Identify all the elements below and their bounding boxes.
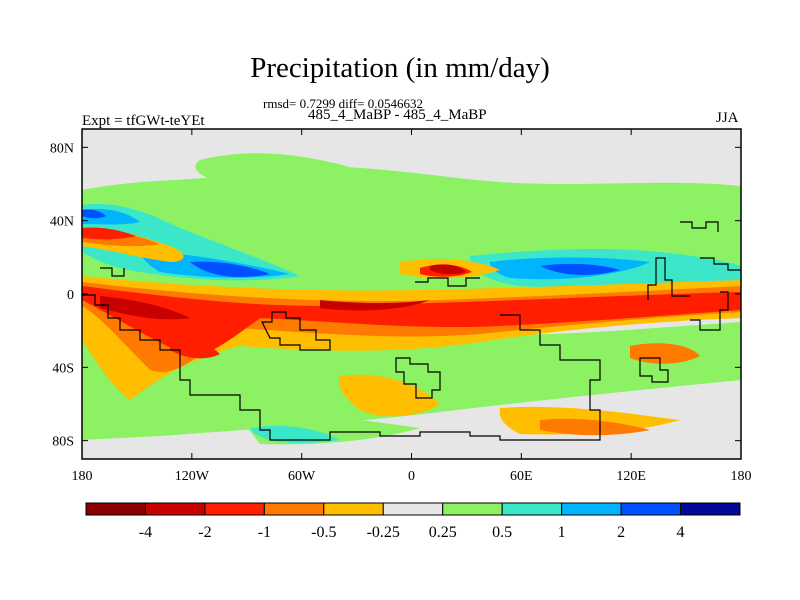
colorbar-label: 0.5 bbox=[492, 524, 512, 541]
y-tick-label: 40S bbox=[52, 361, 74, 376]
contour-fill-blue bbox=[540, 263, 620, 275]
contour-fill-orange bbox=[630, 343, 700, 364]
x-tick-label: 180 bbox=[731, 469, 752, 484]
y-tick-label: 0 bbox=[67, 288, 74, 303]
coastline bbox=[680, 221, 719, 232]
contour-fill-darkred bbox=[100, 296, 190, 320]
contour-fill-blue bbox=[82, 209, 106, 219]
contour-fill-red bbox=[170, 338, 220, 359]
continent-outlines bbox=[82, 221, 741, 441]
x-tick-label: 180 bbox=[72, 469, 93, 484]
longitude-labels: 180 120W 60W 0 60E 120E 180 bbox=[72, 469, 752, 484]
contour-fill-cyan bbox=[250, 425, 340, 444]
colorbar-label: 4 bbox=[677, 524, 685, 541]
colorbar-label: -4 bbox=[139, 524, 152, 541]
colorbar-swatch bbox=[680, 502, 741, 516]
colorbar-label: 0.25 bbox=[429, 524, 457, 541]
coastline bbox=[690, 291, 729, 331]
x-tick-label: 120W bbox=[175, 469, 210, 484]
y-tick-label: 80S bbox=[52, 435, 74, 450]
colorbar-label: 2 bbox=[617, 524, 625, 541]
map-panel bbox=[81, 128, 742, 460]
y-tick-label: 40N bbox=[50, 215, 74, 230]
colorbar-label: -0.5 bbox=[311, 524, 336, 541]
coastline bbox=[100, 267, 125, 277]
x-tick-label: 120E bbox=[616, 469, 646, 484]
contour-fill-red bbox=[82, 286, 741, 356]
colorbar: -4 -2 -1 -0.5 -0.25 0.25 0.5 1 2 4 bbox=[85, 502, 741, 541]
coastline bbox=[261, 311, 331, 351]
colorbar-label: 1 bbox=[558, 524, 566, 541]
stats-line: rmsd= 0.7299 diff= 0.0546632 bbox=[263, 96, 423, 111]
colorbar-swatch bbox=[323, 502, 384, 516]
coastline bbox=[647, 257, 690, 300]
coastline bbox=[700, 257, 741, 271]
coastline bbox=[639, 357, 669, 383]
coastline bbox=[395, 357, 441, 399]
colorbar-swatch bbox=[442, 502, 503, 516]
colorbar-swatch bbox=[85, 502, 146, 516]
experiment-label: Expt = tfGWt-teYEt bbox=[82, 113, 205, 129]
colorbar-swatch bbox=[263, 502, 325, 516]
y-tick-label: 80N bbox=[50, 141, 74, 156]
colorbar-swatch bbox=[620, 502, 682, 516]
colorbar-swatch bbox=[561, 502, 622, 516]
coastline bbox=[415, 277, 480, 287]
page-title: Precipitation (in mm/day) bbox=[250, 52, 550, 84]
colorbar-swatch bbox=[382, 502, 444, 516]
precip-anomaly-field bbox=[82, 153, 741, 445]
contour-fill-darkred bbox=[430, 264, 466, 275]
contour-fill-orange bbox=[540, 418, 650, 436]
colorbar-label: -2 bbox=[198, 524, 211, 541]
contour-fill-red bbox=[82, 227, 136, 240]
contour-fill-darkred bbox=[320, 300, 430, 311]
contour-fill-cyan bbox=[82, 203, 300, 281]
coastline bbox=[82, 294, 601, 441]
latitude-labels: 80N 40N 0 40S 80S bbox=[50, 141, 74, 449]
contour-fill-yellow bbox=[338, 374, 440, 417]
colorbar-swatch bbox=[144, 502, 206, 516]
colorbar-swatch bbox=[204, 502, 265, 516]
season-label: JJA bbox=[716, 110, 739, 126]
colorbar-swatch bbox=[501, 502, 563, 516]
comparison-label: 485_4_MaBP - 485_4_MaBP bbox=[308, 107, 487, 123]
x-tick-label: 0 bbox=[408, 469, 415, 484]
colorbar-label: -0.25 bbox=[367, 524, 400, 541]
axis-ticks bbox=[81, 129, 742, 459]
contour-fill-blue bbox=[190, 261, 270, 278]
x-tick-label: 60W bbox=[288, 469, 316, 484]
colorbar-label: -1 bbox=[258, 524, 271, 541]
x-tick-label: 60E bbox=[510, 469, 533, 484]
contour-fill-green bbox=[195, 153, 368, 189]
